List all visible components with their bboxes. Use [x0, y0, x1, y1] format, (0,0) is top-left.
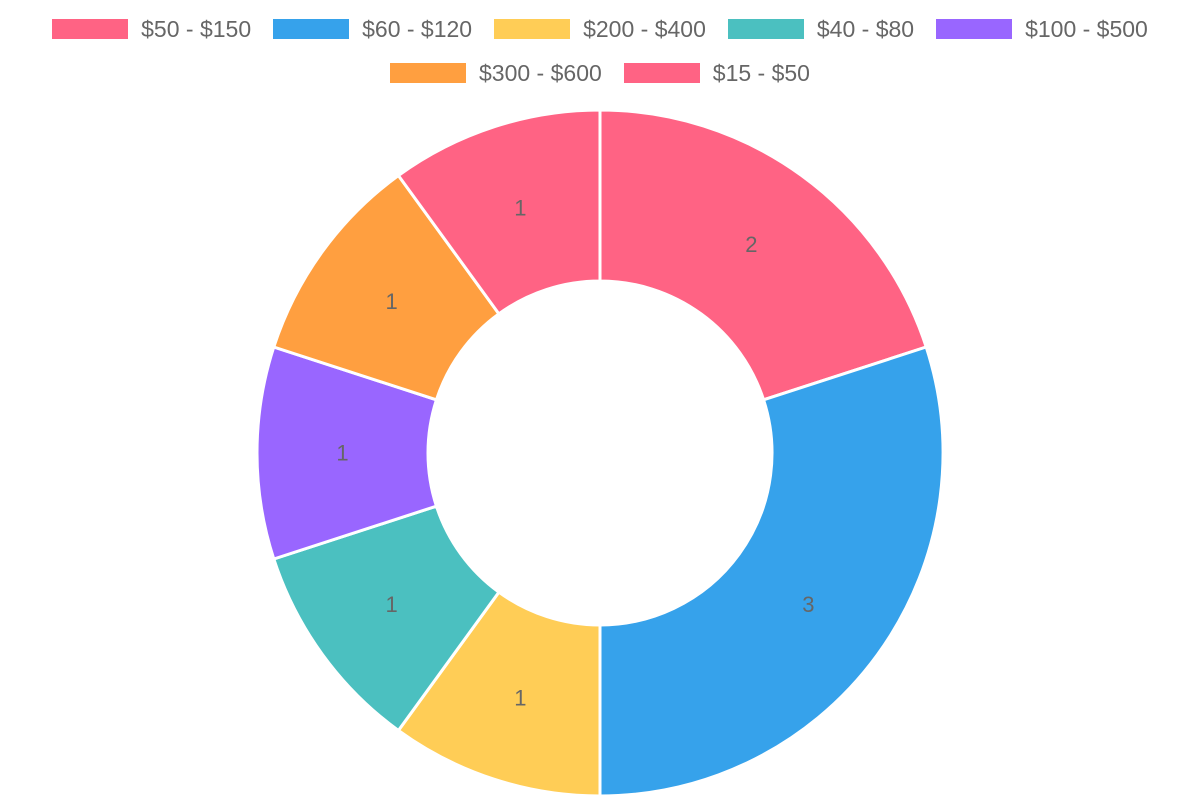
legend-label: $200 - $400	[583, 15, 706, 42]
legend-swatch	[623, 63, 700, 83]
legend-label: $60 - $120	[362, 15, 473, 42]
legend-item[interactable]: $200 - $400	[494, 16, 706, 42]
donut-slice[interactable]	[396, 108, 602, 316]
slice-value-label: 2	[745, 232, 757, 257]
slice-value-label: 3	[802, 592, 814, 617]
legend-swatch	[273, 19, 350, 39]
legend-label: $50 - $150	[141, 15, 252, 42]
slice-value-label: 1	[336, 441, 348, 466]
legend-swatch	[494, 19, 571, 39]
legend-item[interactable]: $100 - $500	[936, 16, 1148, 42]
legend-item[interactable]: $15 - $50	[623, 59, 810, 86]
legend-label: $100 - $500	[1025, 15, 1148, 42]
slice-value-label: 1	[386, 592, 398, 617]
legend-label: $40 - $80	[816, 15, 915, 42]
legend-item[interactable]: $40 - $80	[727, 15, 915, 42]
chart-legend: $50 - $150 $60 - $120 $200 - $400 $40 - $80…	[0, 0, 1200, 86]
slice-value-label: 1	[514, 196, 526, 221]
slice-value-label: 1	[386, 289, 398, 314]
legend-label: $300 - $600	[479, 59, 602, 86]
legend-item[interactable]: $300 - $600	[390, 60, 602, 86]
legend-label: $15 - $50	[712, 59, 810, 86]
legend-swatch	[52, 19, 129, 39]
legend-swatch	[390, 63, 466, 83]
slices-group	[255, 108, 945, 798]
legend-swatch	[727, 19, 804, 39]
legend-swatch	[936, 19, 1013, 39]
legend-item[interactable]: $50 - $150	[52, 16, 251, 42]
donut-slice[interactable]	[598, 108, 929, 402]
slice-labels-group: 2 3 1 1 1 1 1	[336, 196, 814, 711]
donut-slice[interactable]	[598, 345, 945, 798]
legend-item[interactable]: $60 - $120	[273, 16, 472, 42]
slice-value-label: 1	[514, 685, 526, 710]
